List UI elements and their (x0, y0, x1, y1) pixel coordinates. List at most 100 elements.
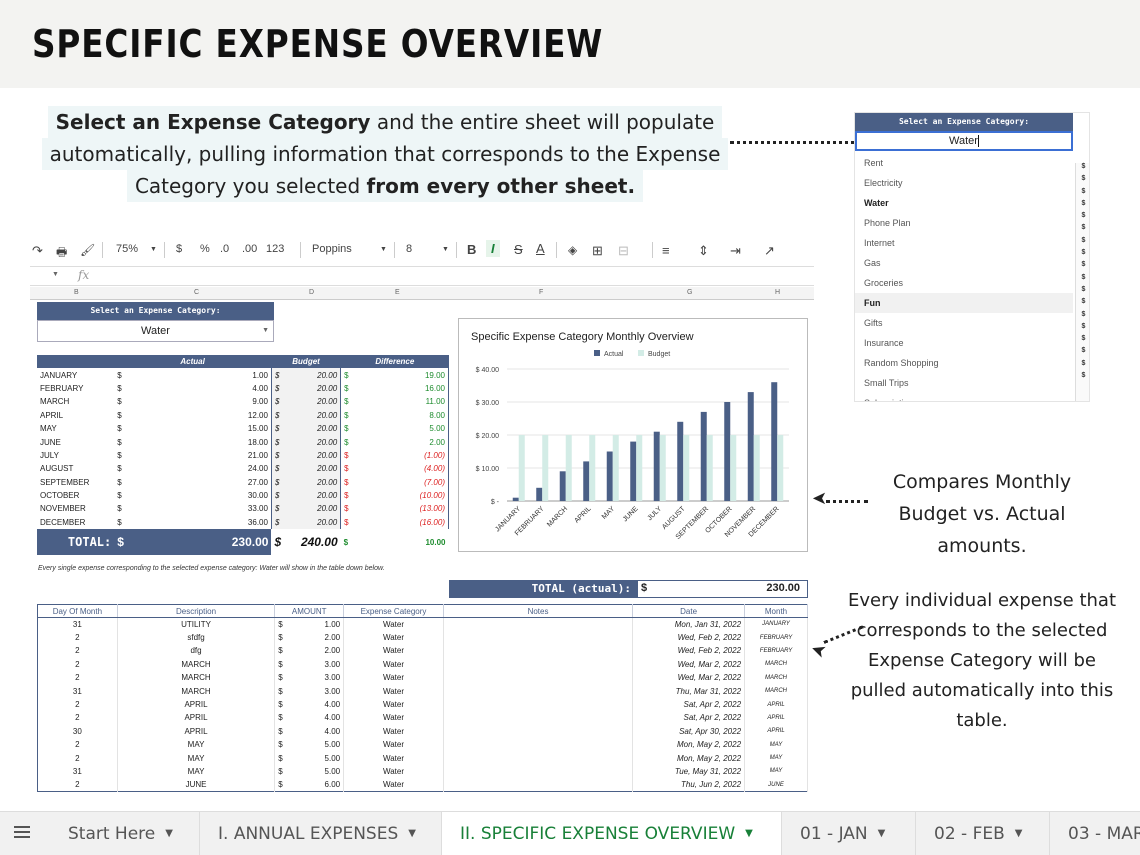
budget-cell: 20.00 (284, 475, 341, 489)
dropdown-option[interactable]: Gifts (864, 318, 883, 328)
month-cell: MAY (744, 738, 808, 752)
dropdown-option[interactable]: Electricity (864, 178, 903, 188)
total-label: TOTAL: (37, 529, 115, 556)
dropdown-option[interactable]: Insurance (864, 338, 904, 348)
sheet-tab[interactable]: I. ANNUAL EXPENSES ▼ (200, 812, 442, 855)
column-header[interactable]: C (194, 289, 200, 296)
expense-header: Month (744, 604, 808, 618)
budget-cell: 20.00 (284, 488, 341, 503)
x-tick-label: APRIL (573, 505, 592, 524)
amount-cell: 5.00 (285, 764, 345, 779)
currency-button[interactable]: $ (176, 243, 183, 255)
column-header[interactable]: B (74, 289, 79, 296)
day-cell: 31 (37, 764, 118, 779)
chevron-down-icon: ▼ (745, 828, 753, 839)
table-row: JUNE $18.00 $20.00 $2.00 (37, 435, 449, 449)
bar-budget (565, 435, 572, 501)
date-cell: Wed, Mar 2, 2022 (632, 671, 746, 685)
bold-button[interactable]: B (467, 242, 477, 257)
callout-line-3: Category you selected from every other s… (126, 170, 644, 202)
text-wrap-icon[interactable]: ⇥ (730, 243, 741, 258)
italic-button[interactable]: I (486, 240, 500, 257)
redo-icon[interactable]: ↷ (32, 243, 43, 258)
dropdown-option[interactable]: Fun (855, 293, 1073, 313)
callout-line-2: automatically, pulling information that … (41, 138, 729, 170)
sheet-category-select[interactable]: Water ▼ (37, 320, 274, 342)
text-color-button[interactable]: A (536, 241, 545, 256)
dropdown-input[interactable]: Water (855, 131, 1073, 151)
table-row: 2 sfdfg $2.00 Water Wed, Feb 2, 2022 FEBRUARY (37, 630, 808, 645)
column-header[interactable]: F (539, 289, 544, 296)
strikethrough-button[interactable]: S (514, 242, 523, 257)
increase-decimal-button[interactable]: .00 (242, 243, 258, 255)
align-horizontal-icon[interactable]: ≡ (662, 243, 670, 258)
dropdown-option[interactable]: Internet (864, 238, 895, 248)
actual-currency: $ (117, 517, 122, 527)
decrease-decimal-button[interactable]: .0 (220, 243, 230, 255)
difference-currency: $ (340, 381, 352, 396)
sheet-tab[interactable]: Start Here ▼ (50, 812, 200, 855)
percent-button[interactable]: % (200, 243, 210, 255)
amount-currency: $ (278, 726, 283, 736)
amount-cell: 4.00 (285, 711, 345, 725)
bar-actual (583, 461, 590, 501)
dropdown-option[interactable]: Subscriptions (855, 393, 1073, 401)
difference-currency: $ (340, 421, 352, 436)
x-tick-label: JULY (646, 505, 663, 522)
formula-bar[interactable]: ▼ fx (30, 266, 814, 286)
dropdown-option[interactable]: Small Trips (864, 378, 909, 388)
dropdown-option[interactable]: Water (864, 198, 889, 208)
font-select[interactable]: Poppins (312, 243, 352, 255)
merge-cells-icon[interactable]: ⊟ (618, 243, 629, 258)
font-size-select[interactable]: 8 (406, 243, 413, 255)
bar-actual (700, 411, 707, 501)
month-cell: MAY (744, 764, 808, 779)
align-vertical-icon[interactable]: ⇕ (698, 243, 709, 258)
zoom-select[interactable]: 75% (116, 243, 139, 255)
month-cell: APRIL (744, 711, 808, 725)
all-sheets-menu-icon[interactable] (14, 826, 30, 840)
total-actual-box (637, 580, 808, 598)
sheet-tab[interactable]: II. SPECIFIC EXPENSE OVERVIEW ▼ (442, 812, 782, 855)
table-row: 31 MARCH $3.00 Water Thu, Mar 31, 2022 MARCH (37, 684, 808, 698)
table-row: JANUARY $1.00 $20.00 $19.00 (37, 368, 449, 382)
day-cell: 31 (37, 617, 118, 631)
fill-color-icon[interactable]: ◈ (568, 243, 578, 257)
sheet-tab[interactable]: 01 - JAN ▼ (782, 812, 916, 855)
description-cell: MAY (117, 738, 276, 752)
actual-currency: $ (117, 437, 122, 447)
amount-currency: $ (278, 686, 283, 696)
column-header[interactable]: H (775, 289, 781, 296)
dropdown-option[interactable]: Groceries (864, 278, 904, 288)
sheet-tab[interactable]: 03 - MAR (1050, 812, 1140, 855)
column-header[interactable]: E (395, 289, 400, 296)
budget-cell: 20.00 (284, 368, 341, 382)
paint-format-icon[interactable]: 🖌 (80, 243, 96, 257)
monthly-overview-chart[interactable]: Specific Expense Category Monthly Overvi… (458, 318, 808, 552)
column-header[interactable]: D (309, 289, 315, 296)
arrow-to-dropdown (730, 141, 868, 144)
legend-label: Actual (604, 351, 624, 358)
month-cell: JANUARY (40, 370, 78, 380)
print-icon[interactable]: 🖶 (56, 245, 68, 259)
notes-cell (443, 778, 634, 792)
text-rotation-icon[interactable]: ↗ (764, 243, 775, 258)
column-header[interactable]: G (687, 289, 693, 296)
more-formats-button[interactable]: 123 (266, 243, 285, 255)
bar-budget (636, 435, 643, 501)
category-cell: Water (343, 764, 444, 779)
description-cell: MAY (117, 764, 276, 779)
borders-icon[interactable]: ⊞ (592, 243, 603, 258)
amount-cell: 5.00 (285, 751, 345, 765)
dropdown-option[interactable]: Phone Plan (864, 218, 911, 228)
actual-currency: $ (117, 450, 122, 460)
dropdown-panel[interactable]: Select an Expense Category: Water Rent El… (854, 112, 1090, 402)
sheet-tab[interactable]: 02 - FEB ▼ (916, 812, 1050, 855)
table-row: 2 dfg $2.00 Water Wed, Feb 2, 2022 FEBRUARY (37, 644, 808, 658)
actual-currency: $ (117, 370, 122, 380)
dropdown-option[interactable]: Random Shopping (864, 358, 939, 368)
description-cell: APRIL (117, 711, 276, 725)
dropdown-option[interactable]: Rent (864, 158, 884, 168)
dropdown-option[interactable]: Gas (864, 258, 881, 268)
budget-cell: 20.00 (284, 408, 341, 422)
